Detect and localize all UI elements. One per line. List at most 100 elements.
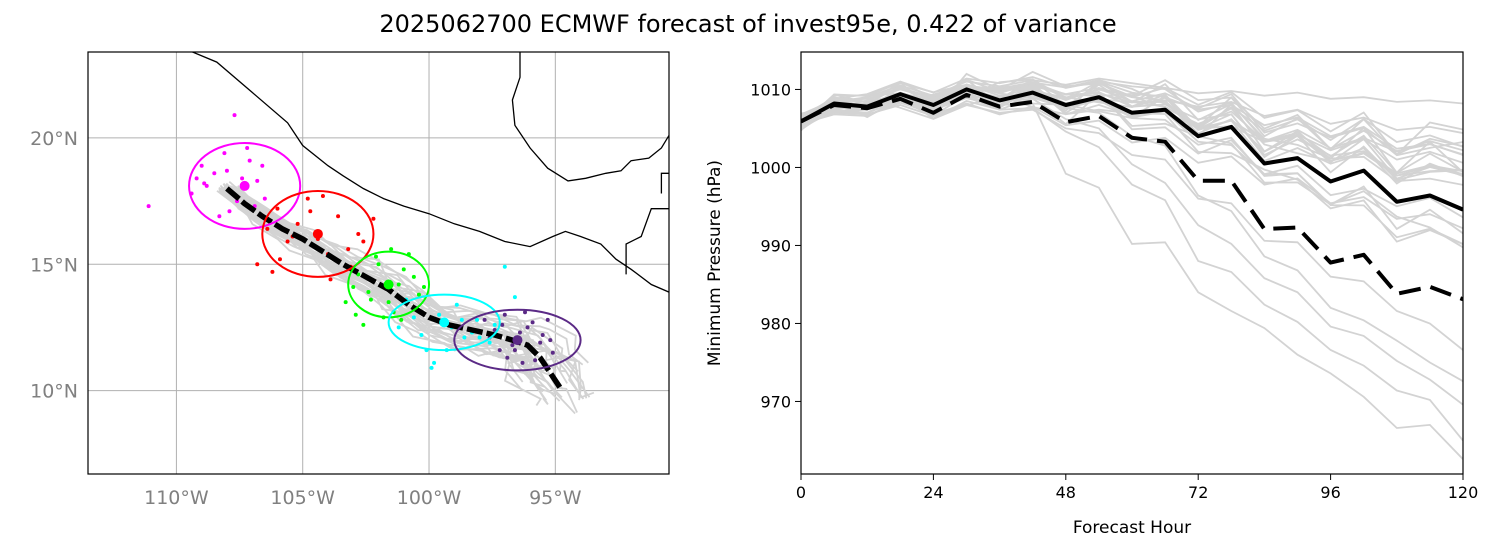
member-position-dot xyxy=(351,285,356,290)
ellipse-center-marker xyxy=(439,317,450,328)
member-position-dot xyxy=(517,330,522,335)
x-tick-label: 24 xyxy=(923,483,943,502)
lon-tick-label: 100°W xyxy=(397,487,462,509)
pressure-ticks: 0 24 48 72 96 120 970 980 990 1000 1010 xyxy=(750,80,1478,502)
member-position-dot xyxy=(437,312,442,317)
member-position-dot xyxy=(512,348,517,353)
member-position-dot xyxy=(260,163,265,168)
member-position-dot xyxy=(308,209,313,214)
member-position-dot xyxy=(502,264,507,269)
ellipse-center-marker xyxy=(239,180,250,191)
member-position-dot xyxy=(346,247,351,252)
uncertainty-ellipse xyxy=(188,141,302,230)
gulf-coastline xyxy=(511,52,669,182)
member-position-dot xyxy=(497,348,502,353)
ensemble-track xyxy=(229,184,589,364)
member-position-dot xyxy=(353,312,358,317)
x-tick-label: 96 xyxy=(1320,483,1340,502)
member-position-dot xyxy=(204,183,209,188)
member-position-dot xyxy=(421,285,426,290)
solid-pressure-line xyxy=(801,87,1463,212)
figure-title: 2025062700 ECMWF forecast of invest95e, … xyxy=(379,10,1117,38)
pressure-main-series xyxy=(801,87,1463,302)
track-map-panel: 110°W 105°W 100°W 95°W 10°N 15°N 20°N xyxy=(30,51,670,509)
member-position-dot xyxy=(492,327,497,332)
member-position-dot xyxy=(224,168,229,173)
member-position-dot xyxy=(399,317,404,322)
member-position-dot xyxy=(482,317,487,322)
pacific-coastline xyxy=(190,52,669,293)
uncertainty-ellipse xyxy=(453,308,582,372)
member-position-dot xyxy=(255,178,260,183)
member-position-dot xyxy=(462,335,467,340)
y-tick-label: 1010 xyxy=(750,80,791,99)
lat-tick-label: 15°N xyxy=(30,254,78,276)
ellipse-center-marker xyxy=(512,335,523,346)
member-position-dot xyxy=(545,317,550,322)
member-position-dot xyxy=(477,335,482,340)
member-position-dot xyxy=(222,151,227,156)
ensemble-pressure-line xyxy=(801,78,1463,153)
member-position-dot xyxy=(232,113,237,118)
member-position-dot xyxy=(361,322,366,327)
member-position-dot xyxy=(255,262,260,267)
member-positions xyxy=(146,113,555,370)
member-position-dot xyxy=(328,277,333,282)
member-position-dot xyxy=(240,176,245,181)
member-position-dot xyxy=(396,325,401,330)
member-position-dot xyxy=(520,360,525,365)
border-line xyxy=(660,172,669,194)
lat-tick-label: 20°N xyxy=(30,128,78,150)
uncertainty-ellipse xyxy=(261,189,375,278)
member-position-dot xyxy=(320,194,325,199)
member-position-dot xyxy=(533,358,538,363)
ellipse-center-marker xyxy=(312,228,323,239)
member-position-dot xyxy=(270,269,275,274)
member-position-dot xyxy=(459,317,464,322)
lon-tick-label: 95°W xyxy=(529,487,582,509)
member-position-dot xyxy=(368,297,373,302)
member-position-dot xyxy=(454,302,459,307)
member-position-dot xyxy=(343,300,348,305)
member-position-dot xyxy=(373,254,378,259)
pressure-frame xyxy=(800,51,1464,475)
member-position-dot xyxy=(525,325,530,330)
member-position-dot xyxy=(217,214,222,219)
member-position-dot xyxy=(366,290,371,295)
y-axis-label: Minimum Pressure (hPa) xyxy=(705,160,725,366)
member-position-dot xyxy=(550,350,555,355)
member-position-dot xyxy=(475,317,480,322)
member-position-dot xyxy=(194,176,199,181)
ensemble-pressure-line xyxy=(801,82,1463,235)
member-position-dot xyxy=(538,340,543,345)
member-position-dot xyxy=(389,247,394,252)
pressure-plot-area xyxy=(801,70,1463,460)
lon-tick-label: 110°W xyxy=(144,487,209,509)
ensemble-pressure-line xyxy=(801,104,1463,351)
member-position-dot xyxy=(262,196,267,201)
member-position-dot xyxy=(386,300,391,305)
member-position-dot xyxy=(419,333,424,338)
ensemble-pressure-lines xyxy=(801,70,1463,460)
member-position-dot xyxy=(356,231,361,236)
member-position-dot xyxy=(512,295,517,300)
mean-track xyxy=(225,186,563,390)
member-position-dot xyxy=(275,206,280,211)
member-position-dot xyxy=(265,226,270,231)
mean-track-line xyxy=(225,186,563,390)
member-position-dot xyxy=(305,196,310,201)
uncertainty-ellipses xyxy=(188,141,582,372)
x-tick-label: 120 xyxy=(1448,483,1479,502)
map-plot-area xyxy=(146,52,669,415)
member-position-dot xyxy=(500,322,505,327)
member-position-dot xyxy=(548,338,553,343)
lon-tick-label: 105°W xyxy=(270,487,335,509)
y-tick-label: 990 xyxy=(760,236,791,255)
map-frame xyxy=(87,51,670,475)
ensemble-pressure-line xyxy=(801,81,1463,219)
member-position-dot xyxy=(502,312,507,317)
dashed-pressure-line xyxy=(801,92,1463,302)
pressure-panel: 0 24 48 72 96 120 970 980 990 1000 1010 Forecast H… xyxy=(705,51,1478,538)
member-position-dot xyxy=(247,158,252,163)
